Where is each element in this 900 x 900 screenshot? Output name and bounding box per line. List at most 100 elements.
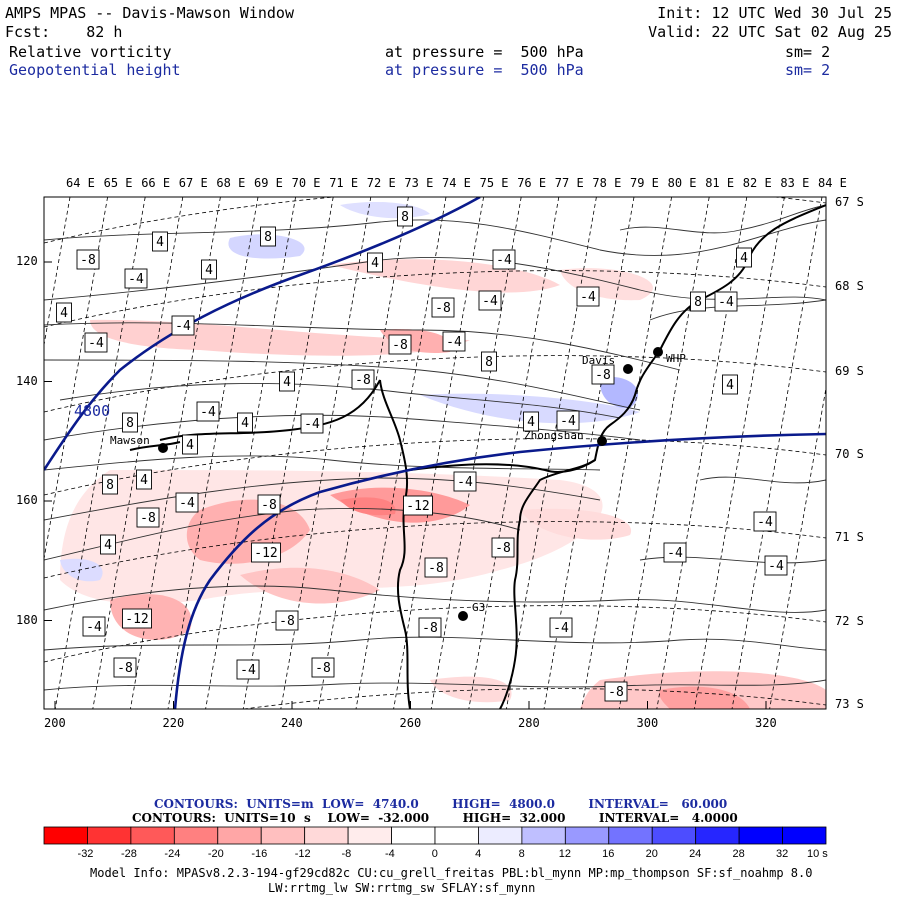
colorbar-swatch	[608, 826, 653, 845]
longitude-label: 82 E	[742, 176, 772, 190]
contour-label: -8	[491, 537, 515, 558]
meridian-line	[769, 385, 826, 709]
x-tick-label: 220	[162, 716, 185, 730]
parallel-line	[44, 197, 826, 244]
contour-label: 8	[102, 474, 118, 495]
y-tick-label: 120	[16, 254, 38, 268]
colorbar-tick-label: -24	[164, 848, 181, 860]
field2-name: Geopotential height	[9, 61, 181, 79]
contour-label: -12	[403, 495, 433, 516]
svg-text:-4: -4	[128, 272, 144, 287]
colorbar-tick-label: 28	[732, 848, 745, 860]
parallel-line	[44, 270, 826, 328]
longitude-label: 67 E	[178, 176, 208, 190]
svg-text:-8: -8	[117, 661, 133, 676]
meridian-line	[318, 197, 409, 709]
svg-text:-4: -4	[757, 515, 773, 530]
station-label: G3	[472, 601, 485, 614]
colorbar-tick-label: -20	[207, 848, 224, 860]
model-info-line2: LW:rrtmg_lw SW:rrtmg_sw SFLAY:sf_mynn	[268, 881, 536, 895]
y-tick-label: 160	[16, 493, 38, 507]
colorbar-tick-label: 8	[518, 848, 525, 860]
contour-label: -8	[113, 657, 137, 678]
contour-label: -4	[175, 492, 199, 513]
contour-label: -8	[418, 617, 442, 638]
contour-label: -4	[84, 332, 108, 353]
field1-smoothing: sm= 2	[785, 43, 831, 61]
contour-label: 4	[152, 231, 168, 252]
svg-text:-8: -8	[80, 253, 96, 268]
field2-smoothing: sm= 2	[785, 61, 831, 79]
field1-name: Relative vorticity	[9, 43, 172, 61]
longitude-label: 78 E	[592, 176, 622, 190]
contour-label: -12	[251, 542, 281, 563]
longitude-label: 65 E	[103, 176, 133, 190]
x-tick-label: 240	[281, 716, 303, 730]
contour-label: 4	[736, 247, 752, 268]
station-markers: Mawson Davis WHP Zhongshan G3	[110, 347, 686, 621]
field2-level: at pressure = 500 hPa	[385, 61, 584, 79]
contour-label: 4	[279, 371, 295, 392]
contour-label: -4	[663, 542, 687, 563]
contour-label: -4	[492, 249, 516, 270]
svg-text:-8: -8	[595, 368, 611, 383]
svg-text:-4: -4	[86, 620, 102, 635]
contour-label: 8	[397, 206, 413, 227]
longitude-label: 68 E	[216, 176, 246, 190]
svg-text:4: 4	[726, 378, 734, 393]
svg-text:-4: -4	[553, 621, 569, 636]
contour-label: 4	[722, 374, 738, 395]
svg-text:-4: -4	[200, 405, 216, 420]
contour-label: -8	[351, 369, 375, 390]
svg-text:4: 4	[140, 473, 148, 488]
contour-label: -4	[549, 617, 573, 638]
svg-text:-8: -8	[422, 621, 438, 636]
colorbar	[43, 826, 827, 845]
station-dot	[458, 611, 468, 621]
latitude-label: 68 S	[835, 279, 864, 293]
height-contour-label: 4800	[74, 402, 110, 420]
svg-text:-8: -8	[355, 373, 371, 388]
meridian-line	[355, 197, 447, 709]
y-tick-label: 180	[16, 612, 38, 627]
svg-text:-4: -4	[580, 290, 596, 305]
svg-text:-4: -4	[240, 663, 256, 678]
latitude-label: 69 S	[835, 364, 864, 378]
contour-label: -8	[388, 334, 412, 355]
colorbar-swatch	[564, 826, 610, 845]
longitude-label: 74 E	[442, 176, 471, 190]
contour-label: -8	[431, 297, 455, 318]
svg-text:-4: -4	[446, 335, 462, 350]
parallel-line	[44, 521, 826, 579]
contour-label: -4	[124, 268, 148, 289]
contour-label: -4	[478, 290, 502, 311]
contour-label: 8	[481, 351, 497, 372]
colorbar-swatch	[651, 826, 697, 845]
contour-label: -4	[442, 331, 466, 352]
station-label: Mawson	[110, 434, 150, 447]
longitude-label: 84 E	[818, 176, 847, 190]
longitude-label: 79 E	[630, 176, 659, 190]
colorbar-swatch	[521, 826, 566, 845]
contour-label: 4	[100, 534, 116, 555]
svg-text:-4: -4	[482, 294, 498, 309]
graticule	[44, 197, 826, 709]
svg-text:8: 8	[264, 230, 272, 245]
forecast-hour: Fcst: 82 h	[5, 23, 123, 41]
svg-text:4: 4	[104, 538, 112, 553]
latitude-label: 71 S	[835, 530, 864, 544]
meridian-line	[44, 197, 71, 348]
contour-label: 4	[367, 252, 383, 273]
svg-text:-8: -8	[315, 661, 331, 676]
svg-text:-4: -4	[179, 496, 195, 511]
svg-text:-4: -4	[718, 295, 734, 310]
svg-text:-8: -8	[608, 685, 624, 700]
svg-text:8: 8	[106, 478, 114, 493]
meridian-line	[280, 197, 372, 709]
svg-text:-4: -4	[560, 414, 576, 429]
contour-label: -4	[556, 410, 580, 431]
meridian-line	[694, 197, 785, 709]
colorbar-tick-label: -32	[77, 848, 94, 860]
meridian-line	[393, 197, 484, 709]
